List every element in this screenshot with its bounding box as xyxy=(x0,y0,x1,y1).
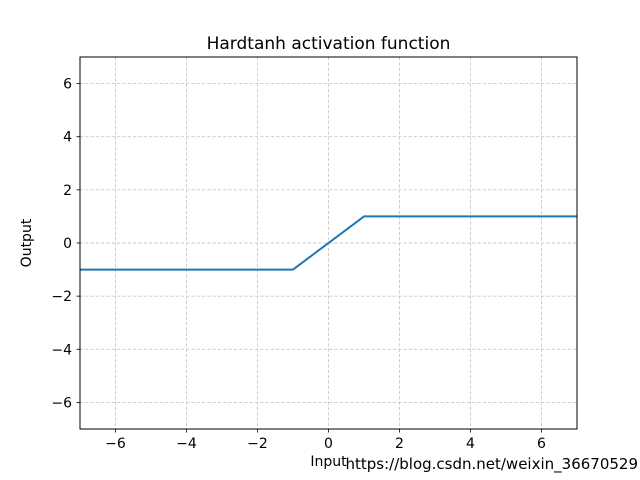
y-tick-label: −6 xyxy=(51,395,72,411)
series-layer xyxy=(80,215,577,271)
x-tick-label: −6 xyxy=(105,436,126,452)
plot-border xyxy=(79,56,578,430)
y-tick-label: −2 xyxy=(51,289,72,305)
x-tick-label: 0 xyxy=(324,436,333,452)
tick-layer xyxy=(76,83,542,433)
x-tick-label: −4 xyxy=(176,436,197,452)
x-tick-label: 6 xyxy=(537,436,546,452)
x-tick-label: −2 xyxy=(247,436,268,452)
y-tick-label: 0 xyxy=(63,236,72,252)
chart-title: Hardtanh activation function xyxy=(207,34,451,54)
y-tick-label: 2 xyxy=(63,183,72,199)
x-axis-label: Input xyxy=(310,454,347,470)
y-tick-label: 6 xyxy=(63,77,72,93)
y-tick-label: −4 xyxy=(51,342,72,358)
tick-label-layer: −6 −4 −2 0 2 4 6 −6 −4 −2 0 2 4 6 xyxy=(51,77,546,452)
series-line-hardtanh xyxy=(80,215,577,271)
y-axis-label: Output xyxy=(19,218,35,267)
x-tick-label: 2 xyxy=(395,436,404,452)
watermark: https://blog.csdn.net/weixin_36670529 xyxy=(345,455,638,474)
x-tick-label: 4 xyxy=(466,436,475,452)
y-tick-label: 4 xyxy=(63,130,72,146)
